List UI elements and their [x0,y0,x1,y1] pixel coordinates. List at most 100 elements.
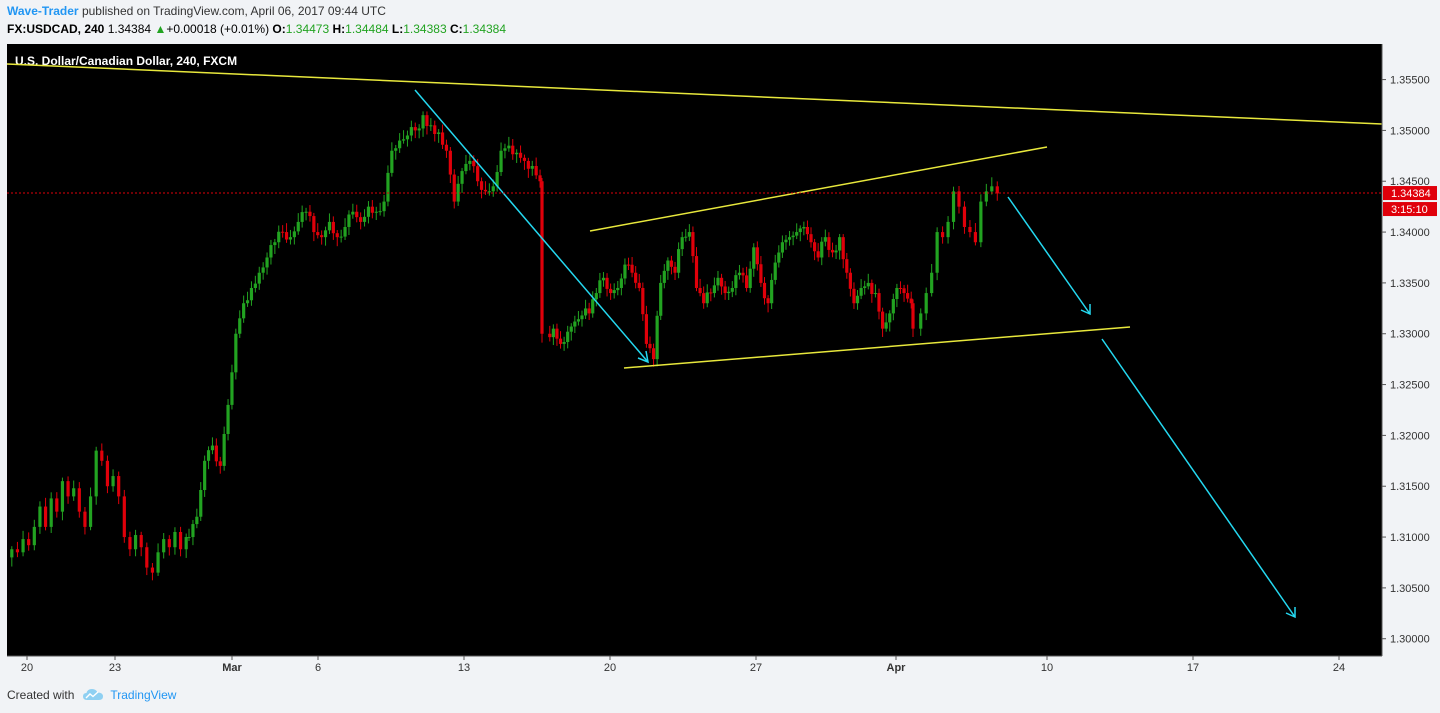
candle [902,284,906,302]
candle [139,531,143,557]
candle [673,261,677,281]
close-label: C: [449,22,463,36]
channel-bottom-trendline[interactable] [623,326,1131,369]
candle [242,295,246,323]
arrow-decline-march[interactable] [414,89,649,364]
candle [558,331,563,349]
candle [483,181,488,195]
open-label: O: [272,22,286,36]
y-tick-label: 1.33500 [1390,278,1430,290]
candle [719,273,724,295]
tradingview-link[interactable]: TradingView [110,688,177,702]
arrow-forecast-short[interactable] [1007,196,1091,316]
candle [173,527,177,555]
candle [830,242,835,258]
candle [873,284,878,298]
candle [594,287,598,307]
candle [852,282,856,309]
y-tick-label: 1.35000 [1390,125,1430,137]
candle [10,546,14,567]
candle [284,223,289,243]
candle [930,263,934,297]
candle [191,519,195,546]
candle [637,273,641,292]
candle [479,177,484,199]
candle [802,221,806,236]
countdown-badge: 3:15:10 [1383,202,1437,217]
candle [167,535,171,556]
candle [737,264,742,280]
candle [218,456,222,474]
author-link[interactable]: Wave-Trader [7,4,79,18]
candle [659,274,663,321]
candle [460,167,464,193]
candle [83,507,87,535]
candle [507,136,511,152]
candle [409,120,413,142]
candle [111,469,115,492]
candle [573,315,577,333]
candle [94,446,98,505]
candle [979,194,983,248]
candle [569,323,573,341]
candle [214,438,218,467]
candle [984,183,988,207]
candle [787,230,792,246]
candle [962,201,967,234]
candle [677,242,681,279]
candle [755,241,759,271]
x-tick-label: 10 [1041,662,1053,674]
candle [848,268,852,297]
footer: Created with TradingView [7,688,176,702]
candle [128,531,132,557]
candle [591,291,595,318]
candle [43,497,48,531]
price-axis[interactable]: 1.35500 1.35000 1.34500 1.34000 1.33500 1.330… [1382,75,1430,646]
candle [38,501,42,534]
upper-resistance-trendline[interactable] [6,63,1383,125]
candle [210,437,215,455]
candle [687,224,691,241]
candle [820,237,824,266]
candle [178,526,183,557]
candle [273,238,277,254]
candle [669,255,674,275]
price-axis-background [1382,44,1440,656]
published-text: published on TradingView.com, April 06, … [81,4,386,18]
candle [245,291,250,307]
candle [798,225,802,242]
candle [21,530,25,557]
candle [859,279,863,300]
candle [199,482,203,521]
time-axis[interactable]: 20 23 Mar 6 13 20 27 Apr 10 17 24 [21,656,1345,674]
candle [277,225,281,249]
candle [370,200,374,219]
candle [335,230,339,247]
candle [440,124,445,150]
last-value: 1.34384 [107,22,152,36]
arrow-forecast-long[interactable] [1101,338,1296,619]
candle [777,245,781,268]
candle [230,364,234,410]
symbol-label: FX:USDCAD, 240 [7,22,105,36]
candle [605,273,609,297]
candle [187,528,191,542]
candle [304,207,308,221]
candle [522,154,527,170]
channel-top-trendline[interactable] [589,146,1048,232]
candle [515,149,519,163]
y-tick-label: 1.34500 [1390,176,1430,188]
candle [394,144,398,160]
candle [518,145,523,163]
candle [644,305,649,348]
candle [433,120,437,142]
candle [88,487,93,531]
candle [429,118,433,131]
candle [941,226,945,244]
candle [816,243,820,262]
candle [405,130,410,147]
candle [612,283,616,299]
candle [530,160,534,176]
candle [150,563,155,581]
